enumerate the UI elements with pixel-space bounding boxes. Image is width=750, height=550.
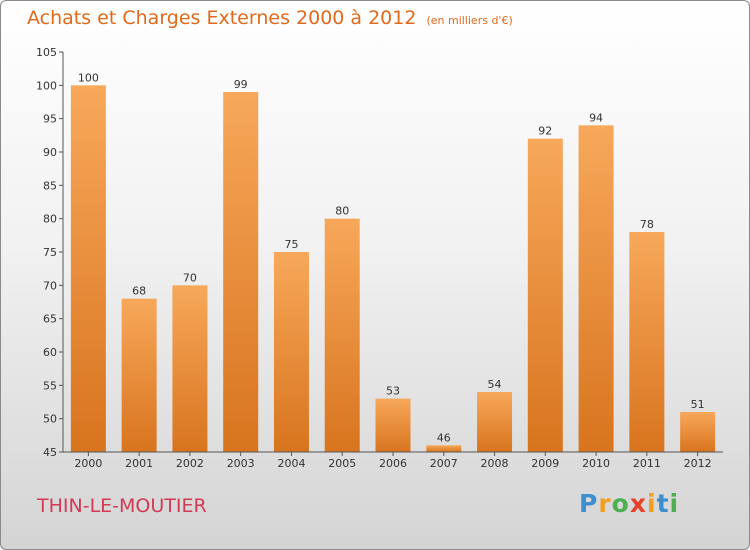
- bar-2001: [121, 298, 157, 452]
- y-tick-label: 65: [43, 313, 57, 326]
- x-tick-label: 2000: [74, 457, 102, 470]
- bar-value-label: 70: [183, 271, 197, 284]
- y-tick-label: 70: [43, 279, 57, 292]
- bar-value-label: 54: [488, 378, 502, 391]
- bar-2011: [629, 232, 665, 452]
- bar-2002: [172, 285, 208, 452]
- bar-value-label: 51: [691, 398, 705, 411]
- bar-value-label: 94: [589, 111, 603, 124]
- y-tick-label: 105: [36, 46, 57, 59]
- x-axis: 2000 2001 2002 2003 2004 2005 2006 2007 2008 2009…: [63, 451, 723, 470]
- bar-value-label: 78: [640, 218, 654, 231]
- bar-2003: [223, 92, 259, 452]
- bar-value-label: 92: [538, 125, 552, 138]
- y-tick-label: 50: [43, 413, 57, 426]
- chart-title: Achats et Charges Externes 2000 à 2012: [27, 7, 417, 29]
- y-axis: 45 50 55 60 65 70 75 80 85 90 95 100 105: [36, 46, 64, 459]
- bar-2009: [527, 138, 563, 452]
- x-tick-label: 2005: [328, 457, 356, 470]
- chart-unit-note: (en milliers d'€): [426, 14, 513, 27]
- bars: 100 68 70 99 75 80 53 46 54 92 94 78 51: [70, 71, 716, 452]
- x-tick-label: 2001: [125, 457, 153, 470]
- x-tick-label: 2002: [176, 457, 204, 470]
- commune-name: THIN-LE-MOUTIER: [37, 495, 207, 517]
- x-tick-label: 2007: [430, 457, 458, 470]
- title-row: Achats et Charges Externes 2000 à 2012 (e…: [27, 7, 513, 29]
- bar-2008: [477, 392, 513, 452]
- x-tick-label: 2006: [379, 457, 407, 470]
- x-tick-label: 2009: [531, 457, 559, 470]
- x-tick-label: 2010: [582, 457, 610, 470]
- y-tick-label: 100: [36, 79, 57, 92]
- x-tick-label: 2008: [481, 457, 509, 470]
- bar-value-label: 75: [284, 238, 298, 251]
- y-tick-label: 60: [43, 346, 57, 359]
- bar-value-label: 68: [132, 285, 146, 298]
- x-tick-label: 2003: [227, 457, 255, 470]
- bar-value-label: 46: [437, 431, 451, 444]
- bar-value-label: 53: [386, 385, 400, 398]
- y-tick-label: 75: [43, 246, 57, 259]
- x-tick-label: 2012: [684, 457, 712, 470]
- bar-2012: [680, 412, 716, 452]
- bar-2005: [324, 218, 360, 452]
- bar-value-label: 99: [234, 78, 248, 91]
- bar-2004: [273, 252, 309, 452]
- y-tick-label: 85: [43, 179, 57, 192]
- y-tick-label: 55: [43, 379, 57, 392]
- x-tick-label: 2004: [277, 457, 305, 470]
- bar-2007: [426, 445, 462, 452]
- proxiti-logo[interactable]: Proxiti: [579, 489, 680, 518]
- bar-2006: [375, 398, 411, 452]
- y-tick-label: 80: [43, 213, 57, 226]
- y-tick-label: 45: [43, 446, 57, 459]
- y-tick-label: 90: [43, 146, 57, 159]
- y-tick-label: 95: [43, 113, 57, 126]
- x-tick-label: 2011: [633, 457, 661, 470]
- bar-value-label: 80: [335, 205, 349, 218]
- bar-2010: [578, 125, 614, 452]
- bar-value-label: 100: [78, 71, 99, 84]
- bar-2000: [70, 85, 106, 452]
